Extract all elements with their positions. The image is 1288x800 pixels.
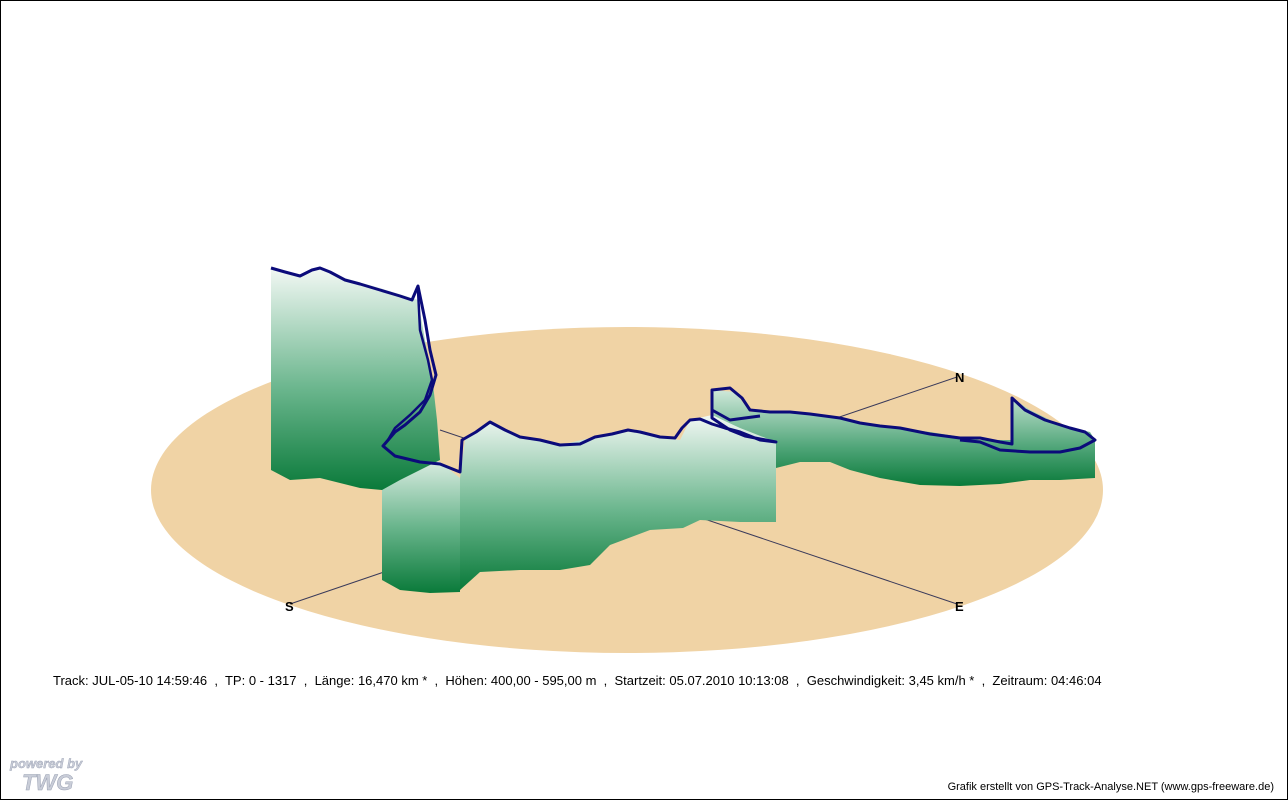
track-line-return [386,289,434,441]
compass-east-label: E [955,599,964,614]
track-line [270,266,1097,474]
track-info-line: Track: JUL-05-10 14:59:46 , TP: 0 - 1317… [53,673,1102,688]
profile-wall-front [382,446,460,593]
twg-logo: powered by TWG [9,756,83,794]
svg-text:powered by: powered by [9,756,83,771]
credit-text: Grafik erstellt von GPS-Track-Analyse.NE… [947,781,1274,793]
profile-wall-back-right [712,390,1095,486]
svg-text:TWG: TWG [22,770,73,794]
profile-wall-middle [460,415,776,590]
profile-wall-left [271,268,440,490]
compass-south-label: S [285,599,294,614]
compass-north-label: N [955,370,964,385]
